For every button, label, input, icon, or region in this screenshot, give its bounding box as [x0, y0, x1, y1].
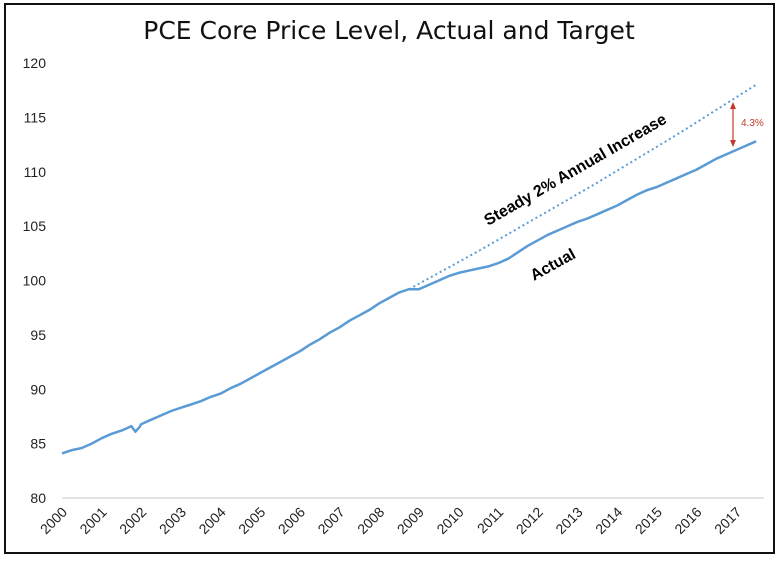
gap-label: 4.3%: [741, 118, 764, 129]
x-tick-label: 2008: [354, 504, 387, 537]
x-tick-label: 2007: [314, 504, 347, 537]
y-tick-label: 80: [30, 490, 46, 506]
x-tick-label: 2016: [671, 504, 704, 537]
target-line-label: Steady 2% Annual Increase: [482, 111, 670, 230]
y-tick-label: 115: [24, 109, 47, 125]
y-tick-label: 90: [30, 381, 46, 397]
x-tick-label: 2010: [433, 504, 466, 537]
gap-arrow-head-top: [730, 102, 736, 109]
x-tick-label: 2006: [275, 504, 308, 537]
x-tick-label: 2011: [474, 504, 507, 537]
chart-canvas: PCE Core Price Level, Actual and Target …: [23, 16, 764, 537]
series-layer: [61, 83, 757, 455]
x-tick-label: 2004: [195, 504, 228, 537]
chart-frame: PCE Core Price Level, Actual and Target …: [4, 3, 775, 554]
x-tick-label: 2009: [394, 504, 427, 537]
y-tick-label: 95: [30, 327, 46, 343]
y-tick-label: 120: [23, 55, 47, 71]
y-tick-label: 110: [24, 164, 47, 180]
x-tick-label: 2003: [156, 504, 189, 537]
y-tick-label: 85: [30, 436, 46, 452]
x-tick-label: 2013: [552, 504, 585, 537]
x-tick-label: 2017: [711, 504, 744, 537]
x-tick-label: 2014: [592, 504, 625, 537]
x-tick-label: 2015: [632, 504, 665, 537]
target-series-line: [408, 83, 757, 291]
y-tick-label: 105: [23, 218, 47, 234]
actual-series-line: [61, 140, 757, 455]
x-tick-label: 2005: [235, 504, 268, 537]
y-axis-ticks: 80 85 90 95 100 105 110 115 120: [23, 55, 47, 506]
x-axis-ticks: 2000 2001 2002 2003 2004 2005 2006 2007 2008 2009…: [37, 504, 745, 537]
y-tick-label: 100: [23, 273, 47, 289]
gap-arrow-head-bottom: [730, 140, 736, 147]
x-tick-label: 2001: [76, 504, 109, 537]
annotation-layer: 4.3% Steady 2% Annual Increase Actual: [482, 102, 764, 284]
x-tick-label: 2002: [116, 504, 149, 537]
x-tick-label: 2012: [513, 504, 546, 537]
chart-title: PCE Core Price Level, Actual and Target: [143, 16, 635, 45]
actual-line-label: Actual: [528, 246, 579, 285]
x-tick-label: 2000: [37, 504, 70, 537]
